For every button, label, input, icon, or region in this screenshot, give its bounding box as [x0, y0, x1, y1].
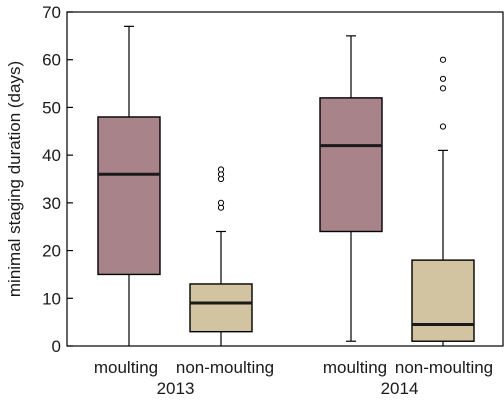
iqr-box — [189, 283, 253, 333]
x-axis-labels: moulting non-moulting 2013 moulting non-moul… — [94, 358, 493, 398]
y-tick-label: 20 — [42, 242, 61, 261]
boxes-layer — [97, 25, 475, 346]
x-category-label: moulting — [94, 358, 158, 377]
plot-frame — [66, 11, 504, 347]
y-tick-label: 0 — [52, 337, 61, 356]
outlier-point — [439, 56, 447, 63]
y-tick-label: 50 — [42, 98, 61, 117]
iqr-box — [411, 259, 475, 342]
outlier-point — [439, 85, 447, 92]
box-2014-moulting — [319, 35, 383, 342]
y-axis-title: minimal staging duration (days) — [5, 61, 24, 297]
y-tick-label: 70 — [42, 3, 61, 22]
outlier-point — [217, 199, 225, 206]
y-tick-label: 60 — [42, 51, 61, 70]
iqr-box — [97, 116, 161, 276]
iqr-box — [319, 97, 383, 233]
y-tick-label: 10 — [42, 289, 61, 308]
box-2014-non-moulting — [411, 56, 475, 346]
box-2013-non-moulting — [189, 166, 253, 346]
x-group-label: 2014 — [381, 379, 419, 398]
outlier-point — [439, 123, 447, 130]
x-group-label: 2013 — [157, 379, 195, 398]
outlier-point — [439, 75, 447, 82]
y-axis: 0 10 20 30 40 50 60 70 — [42, 3, 73, 356]
y-tick-label: 30 — [42, 194, 61, 213]
x-category-label: non-moulting — [395, 358, 493, 377]
y-tick-label: 40 — [42, 146, 61, 165]
box-2013-moulting — [97, 25, 161, 346]
x-category-label: moulting — [323, 358, 387, 377]
outlier-point — [217, 166, 225, 173]
x-category-label: non-moulting — [176, 358, 274, 377]
